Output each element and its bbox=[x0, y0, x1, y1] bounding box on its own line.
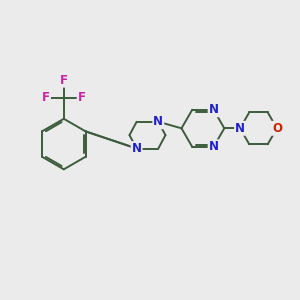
Text: N: N bbox=[208, 103, 219, 116]
Text: N: N bbox=[132, 142, 142, 155]
Text: N: N bbox=[235, 122, 245, 135]
Text: F: F bbox=[60, 74, 68, 87]
Text: N: N bbox=[208, 140, 219, 153]
Text: F: F bbox=[78, 92, 86, 104]
Text: O: O bbox=[272, 122, 282, 135]
Text: N: N bbox=[153, 115, 163, 128]
Text: F: F bbox=[42, 92, 50, 104]
